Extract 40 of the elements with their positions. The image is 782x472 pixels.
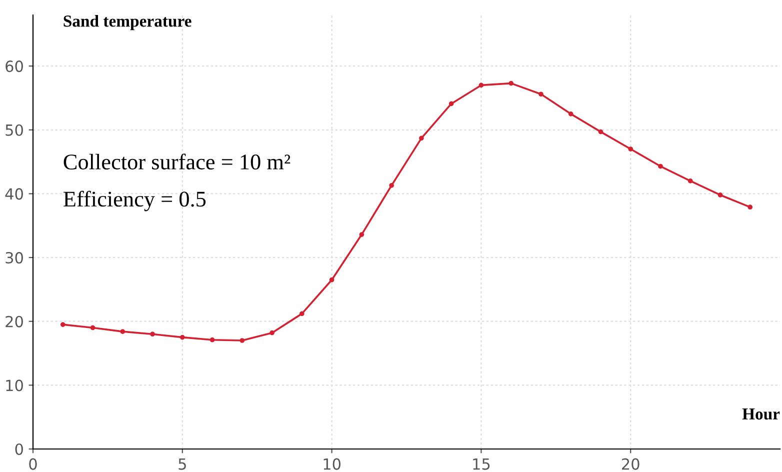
y-tick-label: 60 [6, 60, 23, 72]
point [748, 204, 753, 210]
point [718, 192, 723, 198]
y-tick-label: 10 [6, 380, 23, 392]
y-tick-label: 40 [5, 188, 23, 200]
point [448, 101, 454, 106]
point [270, 330, 274, 336]
point [598, 129, 604, 134]
y-axis-title: Sand temperature [64, 15, 192, 30]
x-tick-label: 10 [324, 458, 341, 470]
point [329, 277, 334, 282]
y-tick-label: 20 [6, 316, 23, 328]
annotation: Collector surface = 10 m² [64, 154, 290, 170]
point [120, 329, 126, 334]
point [180, 334, 185, 340]
point [90, 325, 96, 330]
x-tick-label: 5 [178, 458, 186, 470]
x-axis-title: Hour [742, 408, 780, 420]
point [150, 332, 155, 337]
x-tick-label: 20 [622, 458, 640, 470]
point [240, 338, 245, 343]
point [210, 337, 215, 342]
point [478, 82, 484, 88]
y-tick-label: 0 [15, 443, 23, 456]
y-tick-label: 30 [6, 252, 23, 264]
x-tick-label: 0 [29, 458, 37, 470]
point [389, 182, 394, 188]
point [688, 178, 693, 184]
x-tick-label: 15 [473, 458, 490, 470]
point [628, 146, 634, 152]
point [419, 136, 424, 141]
y-tick-label: 50 [6, 124, 23, 136]
point [359, 232, 364, 237]
point [658, 164, 663, 169]
point [538, 92, 544, 97]
point [60, 322, 66, 327]
point [568, 111, 574, 116]
point [299, 311, 304, 316]
annotation: Efficiency = 0.5 [64, 190, 206, 212]
point [508, 80, 514, 86]
